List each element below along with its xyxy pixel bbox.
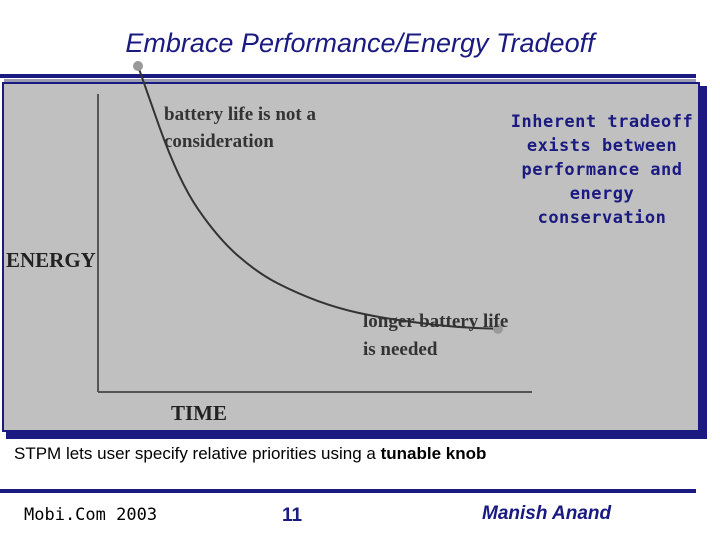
footer-page-number: 11 <box>282 505 303 526</box>
curve-end-point <box>493 323 503 334</box>
caption: STPM lets user specify relative prioriti… <box>14 444 486 464</box>
energy-curve <box>137 65 499 330</box>
start-annotation-line-1: battery life is not a <box>164 104 316 125</box>
title-divider-shadow <box>4 79 696 82</box>
tradeoff-note: Inherent tradeoff exists between perform… <box>510 112 694 228</box>
title-divider <box>0 74 696 78</box>
slide-title: Embrace Performance/Energy Tradeoff <box>125 28 595 58</box>
curve-start-point <box>133 61 143 71</box>
caption-text: STPM lets user specify relative prioriti… <box>14 444 381 463</box>
x-axis-title: TIME <box>171 401 227 425</box>
footer-conference: Mobi.Com 2003 <box>24 505 158 525</box>
chart-panel <box>2 82 700 432</box>
footer-divider <box>0 489 696 493</box>
y-axis-title: ENERGY <box>6 248 96 272</box>
caption-emphasis: tunable knob <box>380 444 487 463</box>
end-annotation-line-2: is needed <box>363 339 438 360</box>
footer-author: Manish Anand <box>482 503 612 524</box>
end-annotation-line-1: longer battery life <box>363 311 508 332</box>
start-annotation-line-2: consideration <box>164 131 274 152</box>
